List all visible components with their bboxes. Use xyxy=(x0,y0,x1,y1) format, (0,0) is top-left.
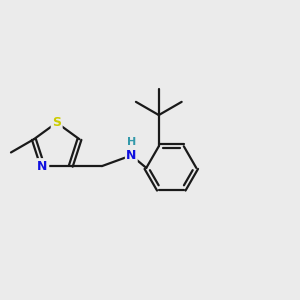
Text: S: S xyxy=(52,116,61,129)
Text: H: H xyxy=(127,137,136,147)
Text: N: N xyxy=(38,160,48,172)
Text: N: N xyxy=(126,149,136,162)
